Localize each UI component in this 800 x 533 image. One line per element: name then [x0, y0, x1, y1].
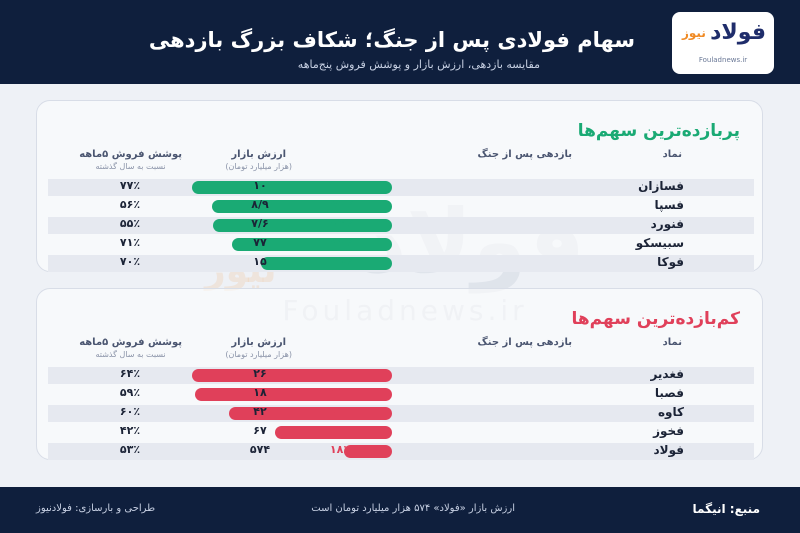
column-header-market-cap: ارزش بازار (هزار میلیارد تومان) — [225, 149, 292, 171]
design-credit: طراحی و بارسازی: فولادنیوز — [36, 503, 156, 514]
return-bar — [212, 219, 392, 232]
return-value-label: ۲۶۹٪ — [326, 217, 354, 230]
return-bar — [344, 445, 392, 458]
footer-bar: منبع: انیگما ارزش بازار «فولاد» ۵۷۴ هزار… — [0, 487, 800, 533]
coverage-value: ۵۵٪ — [119, 217, 141, 230]
return-value-label: ۷۴٪ — [329, 386, 351, 399]
column-header-market-cap: ارزش بازار (هزار میلیارد تومان) — [225, 337, 292, 359]
table-row: فسپا ۲۷۰٪ ۸/۹ ۵۶٪ — [48, 198, 754, 215]
market-cap-value: ۵۷۴ — [249, 443, 271, 456]
return-bar — [229, 407, 392, 420]
header-bar: فولاد نیوز Fouladnews.ir سهام فولادی پس … — [0, 0, 800, 84]
column-header-name: نماد — [662, 149, 682, 160]
stock-symbol: فولاد — [653, 443, 684, 457]
stock-symbol: فخوز — [653, 424, 684, 438]
table-row: فخوز ۴۴٪ ۶۷ ۴۲٪ — [48, 424, 754, 441]
market-cap-label: ارزش بازار — [231, 337, 287, 348]
coverage-value: ۶۴٪ — [119, 367, 141, 380]
coverage-unit: نسبت به سال گذشته — [95, 350, 166, 359]
return-value-label: ۱۹۶٪ — [326, 255, 354, 268]
stock-symbol: کاوه — [657, 405, 684, 419]
return-value-label: ۲۷۰٪ — [326, 198, 354, 211]
logo-wordmark: فولاد — [710, 20, 766, 45]
page-subtitle: مقایسه بازدهی، ارزش بازار و پوشش فروش پن… — [297, 58, 540, 71]
column-header-coverage: پوشش فروش ۵ماهه نسبت به سال گذشته — [79, 337, 182, 359]
top-performers-panel: پربازده‌ترین سهم‌ها نماد بازدهی پس از جن… — [36, 100, 763, 272]
table-row: فسازان ۳۰۰٪ ۱۰ ۷۷٪ — [48, 179, 754, 196]
coverage-value: ۷۰٪ — [119, 255, 141, 268]
source-note: منبع: انیگما — [692, 502, 760, 516]
return-bar — [192, 181, 392, 194]
table-row: فنورد ۲۶۹٪ ۷/۶ ۵۵٪ — [48, 217, 754, 234]
coverage-value: ۵۶٪ — [119, 198, 141, 211]
return-bar — [261, 257, 392, 270]
coverage-value: ۷۷٪ — [119, 179, 141, 192]
coverage-value: ۷۱٪ — [119, 236, 141, 249]
bottom-performers-panel: کم‌بازده‌ترین سهم‌ها نماد بازدهی پس از ج… — [36, 288, 763, 460]
return-value-label: ۷۵٪ — [329, 367, 351, 380]
market-cap-unit: (هزار میلیارد تومان) — [225, 162, 292, 171]
return-bar — [194, 388, 392, 401]
stock-symbol: فنورد — [650, 217, 684, 231]
return-value-label: ۲۴۰٪ — [326, 236, 354, 249]
logo-accent: نیوز — [682, 26, 706, 40]
market-cap-value: ۷۷ — [253, 236, 267, 249]
return-bar — [232, 238, 392, 251]
stock-symbol: فصبا — [654, 386, 684, 400]
column-header-return: بازدهی پس از جنگ — [477, 149, 573, 160]
market-cap-value: ۷/۶ — [251, 217, 269, 230]
return-value-label: ۶۱٪ — [329, 405, 351, 418]
table-row: فغدیر ۷۵٪ ۲۶ ۶۴٪ — [48, 367, 754, 384]
coverage-unit: نسبت به سال گذشته — [95, 162, 166, 171]
market-cap-unit: (هزار میلیارد تومان) — [225, 350, 292, 359]
stock-symbol: فغدیر — [650, 367, 684, 381]
return-bar — [212, 200, 392, 213]
coverage-value: ۶۰٪ — [119, 405, 141, 418]
table-row: فولاد ۱۸٪ ۵۷۴ ۵۳٪ — [48, 443, 754, 460]
coverage-value: ۴۲٪ — [119, 424, 141, 437]
stock-symbol: فوکا — [657, 255, 684, 269]
column-header-name: نماد — [662, 337, 682, 348]
market-cap-value: ۱۸ — [253, 386, 267, 399]
table-row: فوکا ۱۹۶٪ ۱۵ ۷۰٪ — [48, 255, 754, 272]
return-bar — [192, 369, 392, 382]
stock-symbol: سبیسکو — [635, 236, 684, 250]
market-cap-value: ۱۰ — [253, 179, 267, 192]
fouladnews-logo: فولاد نیوز Fouladnews.ir — [672, 12, 774, 74]
column-header-return: بازدهی پس از جنگ — [477, 337, 573, 348]
page-title: سهام فولادی پس از جنگ؛ شکاف بزرگ بازدهی — [148, 28, 635, 52]
market-cap-footnote: ارزش بازار «فولاد» ۵۷۴ هزار میلیارد توما… — [311, 503, 515, 514]
panel-title: پربازده‌ترین سهم‌ها — [577, 121, 740, 141]
market-cap-value: ۲۶ — [253, 367, 267, 380]
coverage-value: ۵۳٪ — [119, 443, 141, 456]
return-value-label: ۳۰۰٪ — [326, 179, 354, 192]
coverage-value: ۵۹٪ — [119, 386, 141, 399]
market-cap-value: ۸/۹ — [251, 198, 269, 211]
table-row: سبیسکو ۲۴۰٪ ۷۷ ۷۱٪ — [48, 236, 754, 253]
return-bar — [274, 426, 392, 439]
table-row: فصبا ۷۴٪ ۱۸ ۵۹٪ — [48, 386, 754, 403]
logo-url: Fouladnews.ir — [698, 56, 748, 64]
table-row: کاوه ۶۱٪ ۴۲ ۶۰٪ — [48, 405, 754, 422]
return-value-label: ۴۴٪ — [329, 424, 351, 437]
market-cap-value: ۴۲ — [253, 405, 267, 418]
market-cap-value: ۱۵ — [253, 255, 267, 268]
panel-title: کم‌بازده‌ترین سهم‌ها — [571, 309, 740, 329]
stock-symbol: فسازان — [638, 179, 684, 193]
coverage-label: پوشش فروش ۵ماهه — [79, 337, 182, 348]
return-value-label: ۱۸٪ — [329, 443, 351, 456]
column-header-coverage: پوشش فروش ۵ماهه نسبت به سال گذشته — [79, 149, 182, 171]
market-cap-label: ارزش بازار — [231, 149, 287, 160]
stock-symbol: فسپا — [654, 198, 684, 212]
market-cap-value: ۶۷ — [253, 424, 267, 437]
coverage-label: پوشش فروش ۵ماهه — [79, 149, 182, 160]
